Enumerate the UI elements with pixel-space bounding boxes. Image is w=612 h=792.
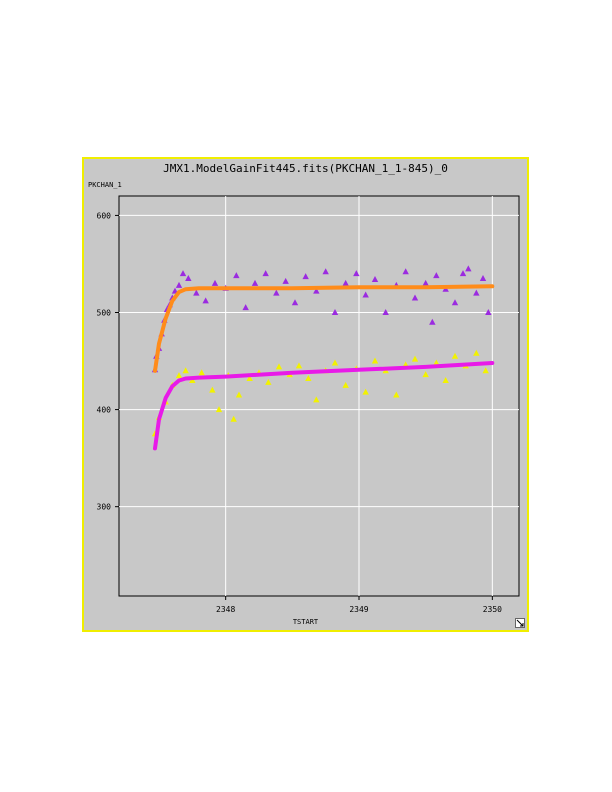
data-point — [402, 268, 409, 275]
data-point — [233, 272, 240, 279]
data-point — [262, 270, 269, 277]
data-point — [313, 396, 320, 403]
y-tick-label: 500 — [97, 309, 112, 318]
data-point — [473, 349, 480, 356]
data-point — [179, 270, 187, 277]
data-series — [151, 265, 495, 451]
chart-plot-area: 2348 2349 2350 300 400 500 600 — [97, 195, 520, 614]
x-tick-label: 2348 — [216, 605, 235, 614]
data-point — [322, 268, 329, 275]
data-point — [242, 304, 249, 311]
series-1 — [153, 284, 495, 373]
data-point — [235, 391, 243, 398]
data-point — [251, 279, 259, 286]
chart-title: JMX1.ModelGainFit445.fits(PKCHAN_1_1-845… — [163, 162, 448, 175]
axis-ticks: 2348 2349 2350 300 400 500 600 — [97, 211, 503, 614]
series-3 — [153, 361, 495, 451]
data-point — [305, 375, 312, 382]
resize-corner-icon[interactable] — [515, 618, 525, 628]
data-point — [246, 375, 253, 382]
fit-curve — [153, 284, 495, 373]
data-point — [275, 363, 283, 370]
data-point — [331, 359, 339, 366]
x-tick-label: 2349 — [349, 605, 368, 614]
data-point — [331, 309, 339, 316]
data-point — [473, 289, 480, 296]
plot-window: JMX1.ModelGainFit445.fits(PKCHAN_1_1-845… — [82, 157, 529, 632]
data-point — [291, 299, 299, 306]
data-point — [175, 281, 183, 288]
data-point — [362, 388, 369, 395]
grid-lines — [119, 196, 519, 596]
y-tick-label: 400 — [97, 406, 112, 415]
data-point — [215, 406, 223, 413]
data-point — [411, 355, 419, 362]
x-tick-label: 2350 — [483, 605, 502, 614]
data-point — [313, 287, 320, 294]
data-point — [393, 391, 400, 398]
data-point — [382, 309, 389, 316]
data-point — [230, 415, 237, 422]
data-point — [209, 386, 216, 393]
data-point — [422, 279, 429, 286]
data-point — [295, 362, 303, 369]
data-point — [479, 275, 487, 282]
data-point — [371, 275, 379, 282]
data-point — [485, 309, 492, 316]
x-axis-label: TSTART — [292, 618, 319, 626]
data-point — [265, 378, 272, 385]
data-point — [362, 291, 369, 298]
data-point — [342, 381, 349, 388]
data-point — [482, 367, 489, 374]
y-axis-label: PKCHAN_1 — [88, 181, 122, 189]
data-point — [182, 367, 189, 374]
data-point — [353, 270, 360, 277]
data-point — [451, 352, 459, 359]
data-point — [433, 272, 440, 279]
data-point — [442, 376, 449, 383]
data-point — [465, 265, 472, 272]
data-point — [422, 371, 429, 378]
fit-curve — [153, 361, 495, 451]
data-point — [433, 359, 440, 366]
data-point — [411, 294, 419, 301]
data-point — [302, 273, 309, 280]
data-point — [211, 279, 219, 286]
data-point — [175, 372, 183, 379]
data-point — [282, 277, 289, 284]
data-point — [371, 357, 379, 364]
y-tick-label: 600 — [97, 211, 112, 220]
y-tick-label: 300 — [97, 503, 112, 512]
data-point — [198, 369, 205, 376]
data-point — [193, 289, 200, 296]
data-point — [459, 270, 467, 277]
data-point — [451, 299, 459, 306]
plot-frame — [118, 195, 520, 597]
data-point — [185, 275, 192, 282]
data-point — [429, 318, 436, 325]
data-point — [273, 289, 280, 296]
data-point — [202, 297, 209, 304]
data-point — [342, 279, 349, 286]
